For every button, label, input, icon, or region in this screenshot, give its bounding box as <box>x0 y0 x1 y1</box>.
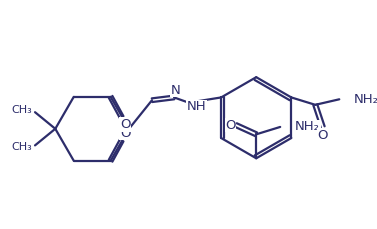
Text: NH: NH <box>186 100 206 113</box>
Text: NH₂: NH₂ <box>295 120 320 134</box>
Text: O: O <box>120 127 130 139</box>
Text: O: O <box>317 129 328 142</box>
Text: CH₃: CH₃ <box>12 142 32 152</box>
Text: NH₂: NH₂ <box>354 93 377 106</box>
Text: CH₃: CH₃ <box>12 105 32 115</box>
Text: N: N <box>171 84 181 97</box>
Text: O: O <box>120 118 130 131</box>
Text: O: O <box>225 119 236 132</box>
